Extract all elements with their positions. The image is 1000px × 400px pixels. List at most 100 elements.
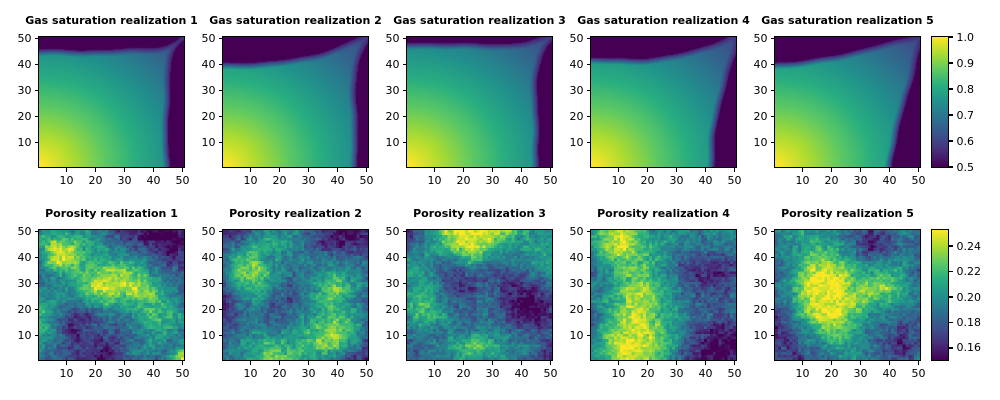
colorbar-tick-label: 0.22 [956, 265, 982, 279]
y-tick-label: 10 [385, 328, 400, 342]
y-tick-mark [218, 115, 223, 118]
x-tick-label: 20 [456, 174, 471, 187]
x-tick-mark [307, 167, 310, 172]
x-tick-label: 10 [427, 367, 442, 380]
x-tick-mark [181, 167, 184, 172]
colorbar-tick-mark [948, 62, 953, 64]
y-tick-mark [402, 89, 407, 92]
x-tick-mark [491, 360, 494, 365]
panel-title: Porosity realization 4 [597, 207, 730, 220]
x-tick-label: 50 [359, 367, 374, 380]
y-tick-label: 10 [201, 135, 216, 149]
y-tick-mark [586, 230, 591, 233]
y-tick-mark [770, 282, 775, 285]
y-tick-label: 40 [753, 57, 768, 71]
y-tick-mark [218, 334, 223, 337]
y-tick-mark [586, 89, 591, 92]
y-tick-mark [218, 256, 223, 259]
y-tick-mark [402, 230, 407, 233]
y-tick-label: 50 [201, 31, 216, 45]
x-tick-label: 20 [824, 367, 839, 380]
heatmap-canvas [407, 230, 552, 360]
colorbar-tick-label: 0.5 [956, 160, 975, 174]
colorbar-gradient [931, 36, 948, 167]
y-tick-label: 20 [753, 109, 768, 123]
x-tick-mark [462, 360, 465, 365]
x-tick-label: 40 [514, 367, 529, 380]
x-tick-label: 20 [640, 174, 655, 187]
y-tick-mark [770, 63, 775, 66]
x-tick-mark [123, 360, 126, 365]
y-tick-mark [770, 89, 775, 92]
heatmap-canvas [39, 230, 184, 360]
y-tick-label: 10 [569, 135, 584, 149]
y-tick-mark [586, 141, 591, 144]
y-tick-label: 10 [385, 135, 400, 149]
y-tick-label: 40 [385, 250, 400, 264]
x-tick-mark [94, 360, 97, 365]
y-tick-label: 10 [17, 328, 32, 342]
y-tick-mark [34, 230, 39, 233]
y-tick-label: 50 [753, 31, 768, 45]
y-tick-mark [770, 308, 775, 311]
heatmap-canvas [591, 230, 736, 360]
colorbar-tick-mark [948, 245, 953, 247]
y-tick-mark [586, 63, 591, 66]
y-tick-label: 50 [385, 31, 400, 45]
y-tick-label: 30 [17, 83, 32, 97]
y-tick-mark [34, 89, 39, 92]
colorbar-tick-label: 0.18 [956, 315, 982, 329]
x-tick-label: 40 [146, 174, 161, 187]
y-tick-mark [586, 282, 591, 285]
x-tick-label: 30 [117, 367, 132, 380]
x-tick-label: 40 [882, 367, 897, 380]
colorbar-tick-mark [948, 114, 953, 116]
panel-title: Porosity realization 3 [413, 207, 546, 220]
x-tick-label: 30 [117, 174, 132, 187]
x-tick-label: 10 [611, 367, 626, 380]
y-tick-label: 10 [753, 328, 768, 342]
y-tick-mark [34, 115, 39, 118]
x-tick-mark [365, 167, 368, 172]
y-tick-label: 50 [753, 224, 768, 238]
x-tick-mark [65, 360, 68, 365]
panel-title: Gas saturation realization 3 [393, 14, 566, 27]
x-tick-label: 20 [88, 367, 103, 380]
x-tick-mark [365, 360, 368, 365]
x-tick-label: 30 [853, 367, 868, 380]
heatmap-canvas [591, 37, 736, 167]
x-tick-mark [433, 360, 436, 365]
x-tick-label: 20 [456, 367, 471, 380]
x-tick-mark [617, 167, 620, 172]
y-tick-mark [586, 308, 591, 311]
x-tick-label: 50 [543, 174, 558, 187]
y-tick-label: 40 [17, 250, 32, 264]
y-tick-label: 20 [569, 302, 584, 316]
y-tick-mark [34, 334, 39, 337]
heatmap-canvas [223, 37, 368, 167]
x-tick-label: 50 [543, 367, 558, 380]
heatmap-canvas [223, 230, 368, 360]
y-tick-mark [586, 334, 591, 337]
x-tick-mark [249, 167, 252, 172]
colorbar-tick-label: 0.6 [956, 134, 975, 148]
panel-title: Gas saturation realization 1 [25, 14, 198, 27]
y-tick-label: 20 [201, 302, 216, 316]
x-tick-label: 50 [727, 367, 742, 380]
x-tick-label: 50 [911, 367, 926, 380]
colorbar-tick-label: 0.16 [956, 341, 982, 355]
x-tick-label: 40 [330, 174, 345, 187]
x-tick-label: 30 [301, 367, 316, 380]
y-tick-mark [770, 256, 775, 259]
x-tick-mark [917, 360, 920, 365]
x-tick-label: 30 [301, 174, 316, 187]
x-tick-label: 10 [427, 174, 442, 187]
panel-title: Gas saturation realization 4 [577, 14, 750, 27]
y-tick-mark [770, 141, 775, 144]
y-tick-label: 50 [201, 224, 216, 238]
y-tick-label: 20 [385, 302, 400, 316]
y-tick-mark [218, 141, 223, 144]
y-tick-label: 40 [201, 57, 216, 71]
x-tick-label: 20 [272, 174, 287, 187]
y-tick-mark [402, 115, 407, 118]
